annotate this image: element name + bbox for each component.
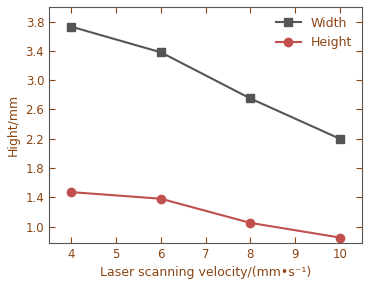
Height <box>159 197 163 200</box>
X-axis label: Laser scanning velocity/(mm•s⁻¹): Laser scanning velocity/(mm•s⁻¹) <box>100 266 311 279</box>
Width <box>338 137 342 140</box>
Height <box>248 221 252 225</box>
Height <box>69 190 74 194</box>
Line: Height: Height <box>67 188 344 242</box>
Width <box>159 51 163 54</box>
Width <box>248 97 252 100</box>
Legend: Width, Height: Width, Height <box>272 13 356 53</box>
Height <box>338 236 342 239</box>
Width <box>69 25 74 28</box>
Line: Width: Width <box>67 23 344 143</box>
Y-axis label: Hight/mm: Hight/mm <box>7 94 20 156</box>
